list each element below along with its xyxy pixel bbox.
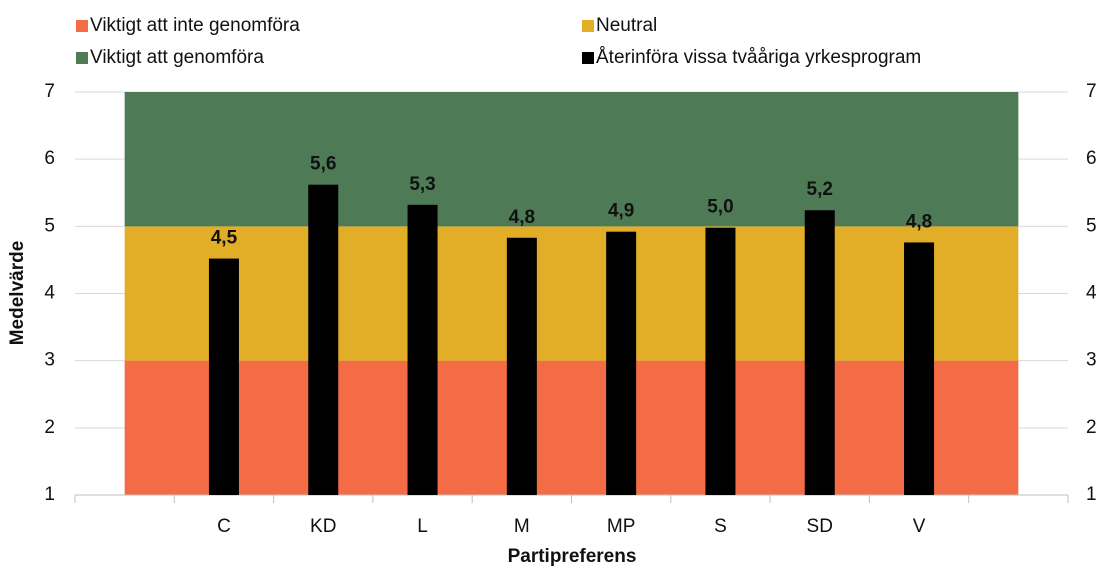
bar: [705, 227, 736, 495]
y2-tick-label: 4: [1086, 283, 1097, 304]
x-tick-label: C: [217, 516, 231, 537]
x-tick-label: S: [714, 516, 727, 537]
bar: [606, 231, 637, 495]
x-tick-label: L: [417, 516, 428, 537]
data-label: 4,9: [608, 201, 634, 222]
y-tick-label: 2: [44, 417, 55, 438]
bar: [506, 237, 537, 496]
bar: [208, 258, 239, 495]
y-tick-label: 5: [44, 215, 55, 236]
y-tick-label: 3: [44, 350, 55, 371]
bar: [904, 242, 935, 495]
band-area: [124, 360, 1019, 495]
legend-marker: [582, 52, 594, 64]
x-tick-label: M: [514, 516, 530, 537]
x-axis-title: Partipreferens: [508, 546, 637, 567]
y-tick-label: 7: [44, 81, 55, 102]
data-label: 4,8: [509, 207, 535, 228]
data-label: 5,0: [707, 197, 733, 218]
x-tick-label: MP: [607, 516, 636, 537]
legend-marker: [76, 20, 88, 32]
band-area: [124, 92, 1019, 227]
y-tick-label: 1: [44, 484, 55, 505]
y2-tick-label: 1: [1086, 484, 1097, 505]
bar: [407, 204, 438, 495]
legend-label: Viktigt att genomföra: [90, 47, 264, 68]
bar: [308, 184, 339, 495]
data-label: 5,3: [409, 174, 435, 195]
y2-tick-label: 7: [1086, 81, 1097, 102]
y2-tick-label: 6: [1086, 148, 1097, 169]
legend-marker: [76, 52, 88, 64]
x-tick-label: KD: [310, 516, 336, 537]
x-tick-label: V: [913, 516, 926, 537]
y2-tick-label: 5: [1086, 215, 1097, 236]
x-tick-label: SD: [807, 516, 833, 537]
data-label: 5,2: [807, 179, 833, 200]
legend-label: Neutral: [596, 15, 657, 36]
band-area: [124, 226, 1019, 361]
y2-tick-label: 3: [1086, 350, 1097, 371]
y2-tick-label: 2: [1086, 417, 1097, 438]
data-label: 5,6: [310, 154, 336, 175]
legend-label: Viktigt att inte genomföra: [90, 15, 300, 36]
legend-label: Återinföra vissa tvååriga yrkesprogram: [596, 47, 921, 68]
legend-marker: [582, 20, 594, 32]
y-tick-label: 6: [44, 148, 55, 169]
y-tick-label: 4: [44, 283, 55, 304]
bar: [804, 210, 835, 496]
y-axis-title: Medelvärde: [7, 241, 28, 346]
data-label: 4,5: [211, 228, 238, 249]
data-label: 4,8: [906, 211, 932, 232]
